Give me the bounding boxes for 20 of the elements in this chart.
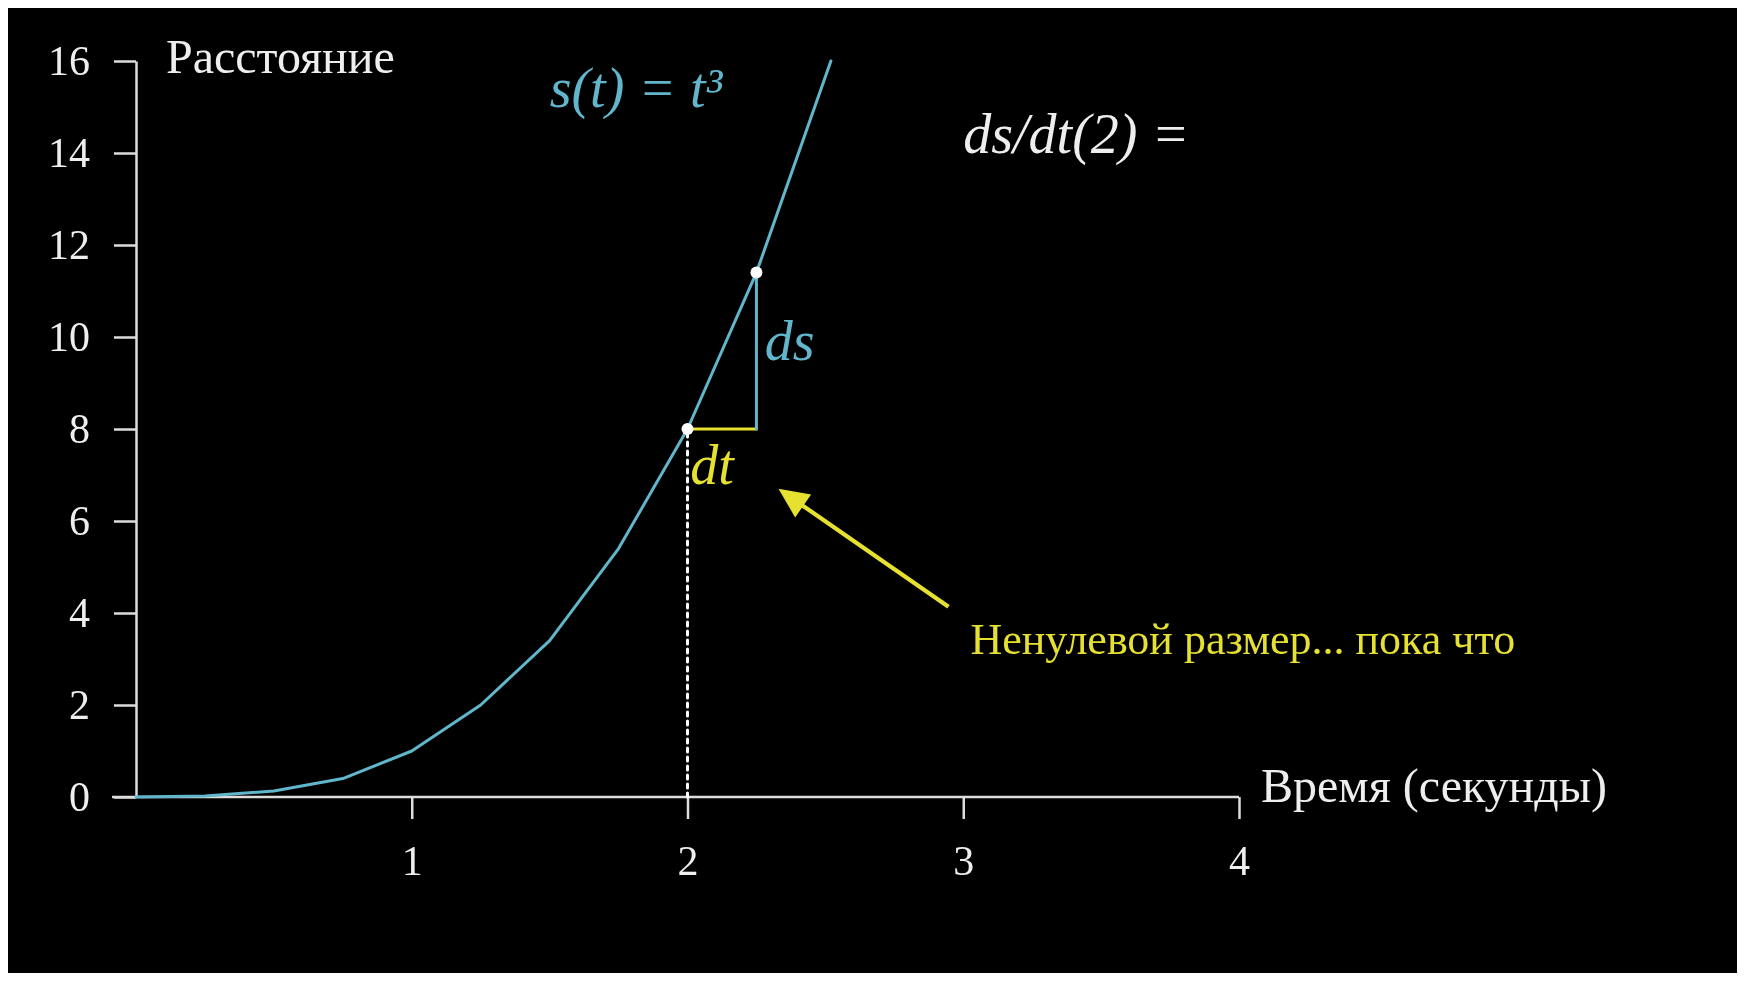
- annotation: dt: [690, 434, 736, 497]
- x-tick-label: 2: [677, 837, 699, 884]
- y-axis-title: Расстояние: [166, 30, 395, 83]
- annotation: ds: [764, 310, 815, 372]
- y-tick-label: 2: [69, 681, 90, 728]
- y-tick-label: 4: [69, 589, 90, 636]
- y-tick-label: 10: [48, 313, 90, 360]
- y-tick-label: 6: [69, 497, 90, 544]
- annotation: Ненулевой размер... пока что: [970, 614, 1516, 664]
- y-tick-label: 16: [48, 37, 90, 84]
- x-tick-label: 3: [953, 837, 975, 884]
- annotation: ds/dt(2) =: [963, 103, 1190, 166]
- annotation: s(t) = t³: [549, 57, 724, 120]
- y-tick-label: 12: [48, 221, 90, 268]
- x-axis-title: Время (секунды): [1261, 759, 1607, 813]
- x-tick-label: 1: [401, 837, 423, 884]
- y-tick-label: 0: [69, 773, 90, 820]
- x-tick-label: 4: [1229, 837, 1250, 884]
- y-tick-label: 8: [69, 405, 90, 452]
- y-tick-label: 14: [48, 129, 90, 176]
